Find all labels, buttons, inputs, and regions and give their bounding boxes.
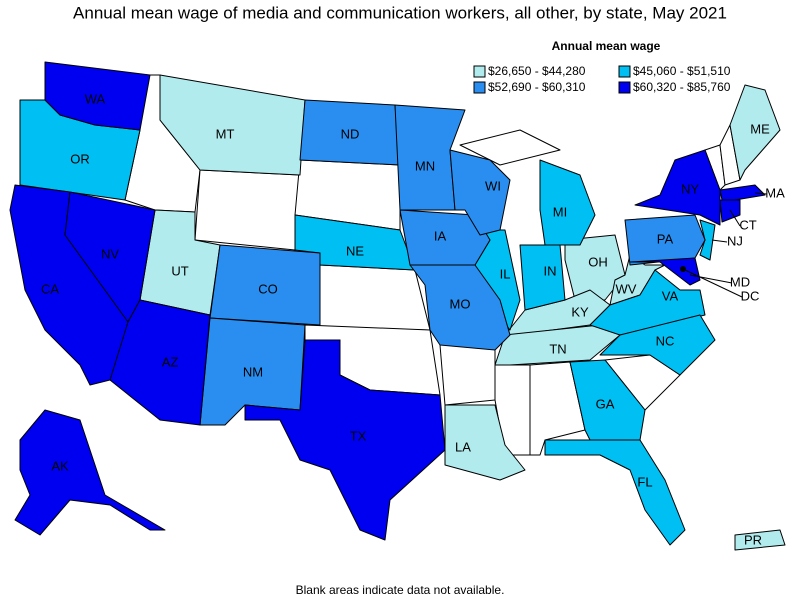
state-label: CT [739,217,756,232]
state-label: IN [544,263,557,278]
map-title: Annual mean wage of media and communicat… [73,3,727,22]
state-shape [629,257,701,286]
state-label: DC [741,288,760,303]
state-label: WI [485,178,501,193]
state-shape [14,409,166,536]
state-shape [729,84,781,181]
state-label: ND [341,126,360,141]
state-shape [109,299,211,426]
state-label: MI [553,204,567,219]
state-label: NV [101,246,119,261]
state-shape [719,199,741,223]
state-shape [564,234,626,301]
state-shape [399,209,491,266]
state-label: NE [346,243,364,258]
state-shape [634,149,721,226]
state-shape [624,214,706,266]
legend-swatch [473,65,486,78]
state-shape [44,61,151,131]
state-shape [449,149,511,236]
state-shape [519,244,566,311]
state-shape [194,169,301,251]
state-label: MO [450,296,471,311]
state-shape [209,244,321,326]
state-shape [159,74,306,176]
leader-line [682,268,743,298]
state-label: CO [258,281,278,296]
state-label: CA [41,281,59,296]
state-label: PR [744,532,762,547]
state-shape [459,129,561,166]
state-label: PA [657,231,674,246]
state-label: AZ [162,354,179,369]
state-label: MN [415,158,435,173]
state-label: WA [85,91,106,106]
leader-line [711,239,728,243]
state-label: LA [455,439,471,454]
legend-label: $52,690 - $60,310 [488,80,586,94]
state-label: NC [656,333,675,348]
legend-label: $60,320 - $85,760 [633,80,731,94]
leader-line [754,192,768,195]
state-label: OH [588,254,608,269]
state-label: MT [216,126,235,141]
state-label: IA [434,228,447,243]
state-label: GA [596,396,615,411]
state-label: OR [70,151,90,166]
state-label: IL [500,266,511,281]
state-shape [244,339,446,541]
state-label: NJ [727,233,743,248]
state-label: TN [549,341,566,356]
state-label: KY [571,304,589,319]
state-shape [539,159,596,246]
state-shape [439,344,496,406]
state-shape [719,184,766,201]
legend-label: $26,650 - $44,280 [488,64,586,78]
state-shape [599,314,716,376]
leader-line [689,274,733,284]
state-shape [544,439,686,546]
legend-swatch [473,81,486,94]
footnote: Blank areas indicate data not available. [296,583,505,597]
state-shape [409,264,511,351]
state-shape [319,264,431,331]
state-shape [734,529,786,551]
legend-label: $45,060 - $51,510 [633,64,731,78]
legend-swatch [618,65,631,78]
state-label: FL [637,474,652,489]
state-shape [444,404,526,481]
state-label: NM [243,364,263,379]
legend-title: Annual mean wage [552,39,661,53]
leader-line [729,209,741,227]
state-label: NY [681,181,699,196]
state-label: AK [51,458,69,473]
state-label: ME [750,121,770,136]
state-label: MA [765,185,785,200]
state-label: UT [171,263,188,278]
state-label: VA [662,288,679,303]
state-label: WV [616,281,637,296]
legend-swatch [618,81,631,94]
state-shape [494,364,531,456]
state-label: MD [730,274,750,289]
state-label: TX [350,428,367,443]
